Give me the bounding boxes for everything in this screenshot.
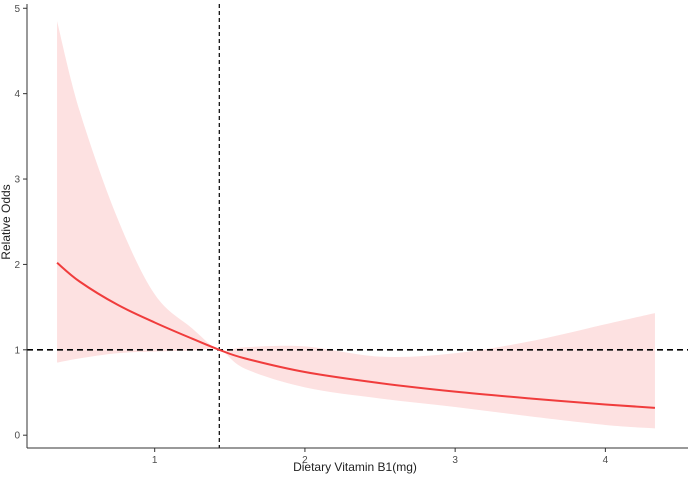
spline-line-layer: [56, 261, 656, 409]
confidence-band: [57, 21, 655, 429]
x-axis-title: Dietary Vitamin B1(mg): [293, 460, 417, 474]
y-tick-label: 1: [14, 345, 20, 356]
y-axis-title: Relative Odds: [0, 184, 13, 259]
confidence-band-layer: [57, 21, 655, 429]
y-tick-label: 0: [14, 431, 20, 442]
x-tick-label: 4: [603, 455, 609, 466]
y-tick-label: 4: [14, 89, 20, 100]
x-tick-label: 2: [302, 455, 308, 466]
x-tick-label: 1: [152, 455, 158, 466]
y-tick-label: 3: [14, 175, 20, 186]
x-tick-label: 3: [452, 455, 458, 466]
reference-lines-layer: [27, 4, 688, 448]
axes-layer: 0 1 2 3 4 5 1 2 3 4: [14, 4, 688, 466]
odds-ratio-line: [56, 261, 656, 409]
y-tick-label: 5: [14, 4, 20, 15]
y-tick-label: 2: [14, 260, 20, 271]
